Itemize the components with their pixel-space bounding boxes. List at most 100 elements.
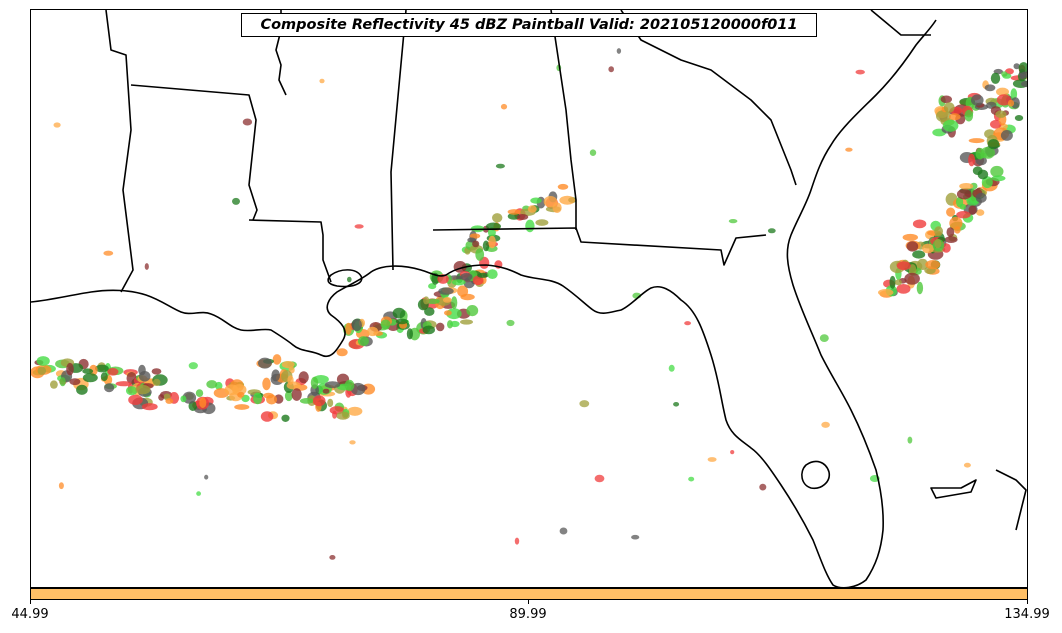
paintball-blob — [977, 169, 989, 180]
paintball-blob — [1001, 71, 1008, 77]
paintball-blob — [907, 436, 913, 444]
paintball-blob — [336, 411, 350, 420]
paintball-blob — [530, 197, 542, 204]
paintball-blob — [968, 205, 977, 215]
paintball-blob — [158, 394, 165, 401]
paintball-blob — [968, 153, 976, 167]
paintball-blob — [438, 287, 454, 295]
paintball-blob — [878, 289, 894, 296]
paintball-blob — [103, 250, 114, 256]
paintball-blob — [53, 122, 61, 128]
colorbar-tick-label-mid: 89.99 — [509, 607, 547, 622]
paintball-blob — [963, 462, 971, 468]
paintball-blob — [76, 384, 88, 395]
paintball-blob — [925, 260, 941, 270]
paintball-blob — [956, 189, 972, 200]
paintball-blob — [199, 397, 207, 409]
colorbar — [30, 588, 1028, 600]
paintball-blob — [495, 163, 505, 169]
paintball-blob — [956, 211, 971, 219]
paintball-blob — [444, 310, 452, 316]
paintball-blob — [392, 307, 406, 319]
paintball-blob — [69, 378, 81, 386]
paintball-blob — [329, 555, 336, 560]
paintball-blob — [312, 395, 326, 407]
paintball-blob — [980, 146, 996, 159]
map-title: Composite Reflectivity 45 dBZ Paintball … — [241, 13, 817, 37]
lake-pontchartrain — [327, 269, 363, 288]
paintball-blob — [460, 273, 473, 281]
paintball-blob — [422, 325, 435, 335]
paintball-blob — [82, 368, 94, 375]
paintball-blob — [115, 381, 132, 387]
paintball-blob — [100, 372, 108, 382]
paintball-blob — [492, 213, 503, 223]
paintball-blob — [262, 377, 271, 391]
paintball-blob — [82, 373, 98, 383]
paintball-blob — [310, 376, 319, 389]
paintball-blob — [395, 318, 408, 325]
paintball-blob — [291, 388, 302, 401]
paintball-blob — [406, 328, 413, 340]
paintball-blob — [281, 414, 290, 422]
paintball-blob — [1007, 99, 1015, 107]
bahamas-island-2 — [995, 469, 1027, 531]
paintball-blob — [889, 275, 896, 289]
paintball-blob — [594, 474, 605, 483]
paintball-blob — [344, 379, 355, 392]
paintball-blob — [506, 319, 515, 327]
state-border-al-fl — [432, 227, 767, 266]
paintball-blob — [138, 371, 151, 382]
paintball-blob — [514, 537, 520, 545]
paintball-blob — [436, 322, 445, 332]
paintball-blob — [936, 110, 951, 123]
paintball-blob — [527, 205, 537, 213]
paintball-blob — [908, 264, 917, 276]
map-outlines — [31, 10, 1027, 587]
paintball-blob — [516, 214, 529, 220]
paintball-blob — [1021, 80, 1027, 88]
paintball-blob — [324, 381, 341, 389]
paintball-blob — [487, 269, 498, 279]
paintball-blob — [332, 410, 337, 419]
paintball-blob — [934, 238, 942, 249]
paintball-blob — [912, 250, 926, 259]
paintball-blob — [357, 336, 369, 347]
lake-okeechobee — [801, 460, 831, 490]
paintball-blob — [232, 197, 240, 205]
paintball-blob — [107, 368, 119, 376]
paintball-blob — [821, 421, 830, 428]
paintball-blob — [964, 109, 974, 122]
paintball-blob — [1020, 71, 1027, 78]
paintball-blob — [943, 102, 955, 113]
colorbar-tick-label-min: 44.99 — [11, 607, 49, 622]
paintball-blob — [984, 84, 996, 92]
paintball-blob — [242, 118, 253, 126]
paintball-blob — [668, 364, 675, 372]
state-border-nc — [870, 10, 931, 36]
paintball-blob — [281, 361, 295, 369]
paintball-blob — [104, 383, 115, 393]
paintball-blob — [1000, 130, 1013, 141]
paintball-blob — [767, 228, 776, 234]
paintball-blob — [37, 366, 47, 375]
colorbar-tick-mark — [528, 600, 529, 604]
paintball-blob — [940, 95, 952, 104]
paintball-blob — [451, 279, 466, 286]
paintball-blob — [298, 371, 309, 384]
paintball-blob — [457, 285, 469, 298]
paintball-blob — [917, 258, 929, 270]
paintball-blob — [424, 307, 435, 316]
paintball-blob — [684, 321, 691, 326]
paintball-blob — [466, 305, 479, 317]
paintball-blob — [151, 368, 162, 375]
paintball-blob — [949, 216, 963, 230]
paintball-blob — [1005, 68, 1014, 75]
colorbar-tick-mark — [1027, 600, 1028, 604]
paintball-blob — [990, 72, 1001, 84]
paintball-blob — [237, 391, 245, 398]
paintball-blob — [728, 219, 738, 224]
paintball-blob — [922, 243, 934, 254]
paintball-blob — [971, 94, 984, 106]
paintball-blob — [845, 147, 853, 152]
